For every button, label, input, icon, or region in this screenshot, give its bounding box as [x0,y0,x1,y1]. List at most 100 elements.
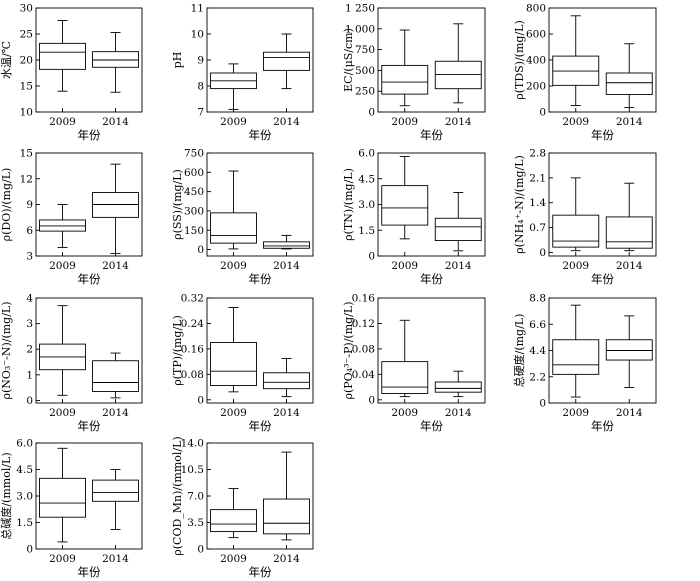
y-axis-title: ρ(TDS)/(mg/L) [513,20,526,100]
plot-frame [377,7,486,113]
x-axis-title: 年份 [420,272,443,286]
iqr-box [210,212,257,244]
y-axis-title: 总硬度/(mg/L) [512,314,526,388]
y-tick-label: 3.0 [358,199,375,211]
plot-frame [548,152,657,257]
x-axis-title: 年份 [249,128,272,142]
iqr-box [434,381,482,393]
x-tick-label: 2014 [445,407,472,419]
x-tick-label: 2009 [49,116,76,128]
y-tick-label: 200 [526,81,546,93]
y-axis-title: ρ(TP)/(mg/L) [171,315,184,386]
y-tick-label: 0 [539,247,546,259]
x-tick-label: 2014 [102,407,129,419]
iqr-box [605,339,653,361]
x-tick-label: 2014 [273,260,300,272]
x-tick-label: 2014 [102,553,129,565]
box-2014 [434,23,482,104]
y-tick-label: 10 [191,29,204,41]
y-tick-label: 8 [197,81,204,93]
y-tick-label: 0.04 [352,369,376,381]
y-tick-label: 450 [184,186,204,198]
iqr-box [39,477,86,518]
box-2014 [263,451,310,541]
y-tick-label: 10.5 [181,464,204,476]
x-tick-label: 2009 [220,116,247,128]
y-axis-title: ρ(COD_Mn)/(mmol/L) [171,436,184,555]
y-axis-title: pH [171,52,184,69]
box-2009 [552,15,600,106]
x-axis-title: 年份 [78,419,101,433]
x-tick-label: 2009 [562,116,589,128]
box-2014 [434,370,482,398]
y-tick-label: 300 [184,205,204,217]
x-axis-title: 年份 [249,419,272,433]
x-axis-title: 年份 [420,128,443,142]
y-tick-label: 4 [26,293,33,305]
x-tick-label: 2014 [273,407,300,419]
y-tick-label: 0.7 [529,222,546,234]
y-tick-label: 15 [20,148,33,160]
box-2009 [381,29,429,107]
iqr-box [381,185,429,226]
x-axis-title: 年份 [78,565,101,579]
y-tick-label: 1.5 [358,225,375,237]
y-tick-label: 0 [368,394,375,406]
box-2014 [263,234,310,250]
y-tick-label: 150 [184,225,204,237]
iqr-box [381,64,429,95]
y-tick-label: 2 [26,344,33,356]
y-tick-label: 4.5 [358,173,375,185]
x-axis-title: 年份 [591,128,614,142]
y-tick-label: 20 [20,55,33,67]
y-tick-label: 500 [355,65,375,77]
iqr-box [39,42,86,70]
box-2009 [210,63,257,110]
y-axis-title: EC/(μS/cm) [342,28,355,92]
y-tick-label: 6.0 [16,438,33,450]
y-tick-label: 0.08 [181,369,204,381]
iqr-box [605,72,653,95]
y-tick-label: 0.16 [181,343,205,355]
iqr-box [210,509,257,533]
box-2014 [92,163,139,254]
y-tick-label: 10 [20,107,33,119]
y-axis-title: 水温/℃ [0,41,13,79]
y-tick-label: 1.4 [529,197,546,209]
y-tick-label: 15 [20,81,33,93]
y-tick-label: 3 [26,251,33,263]
y-tick-label: 2.2 [529,371,546,383]
box-2009 [552,304,600,398]
y-tick-label: 250 [355,86,375,98]
y-tick-label: 1 [26,369,33,381]
x-tick-label: 2014 [273,553,300,565]
y-tick-label: 2.1 [529,172,546,184]
y-tick-label: 0 [539,107,546,119]
y-axis-title: ρ(SS)/(mg/L) [171,169,184,240]
y-tick-label: 6 [26,225,33,237]
iqr-box [263,51,310,71]
y-tick-label: 2.8 [529,148,546,160]
y-tick-label: 1.5 [16,517,33,529]
iqr-box [381,361,429,394]
y-tick-label: 0.08 [352,343,375,355]
box-2009 [210,487,257,539]
box-2014 [263,33,310,90]
y-axis-title: ρ(DO)/(mg/L) [0,168,13,242]
box-2014 [434,192,482,252]
x-tick-label: 2014 [445,260,472,272]
x-tick-label: 2014 [273,116,300,128]
y-tick-label: 12 [20,173,33,185]
y-tick-label: 25 [20,29,33,41]
box-2009 [210,307,257,393]
box-2009 [39,305,86,396]
iqr-box [92,51,139,68]
y-axis-title: ρ(PO₄³⁻-P)/(mg/L) [342,302,355,400]
x-tick-label: 2009 [49,553,76,565]
x-tick-label: 2009 [562,407,589,419]
box-2009 [381,319,429,398]
x-tick-label: 2014 [102,116,129,128]
